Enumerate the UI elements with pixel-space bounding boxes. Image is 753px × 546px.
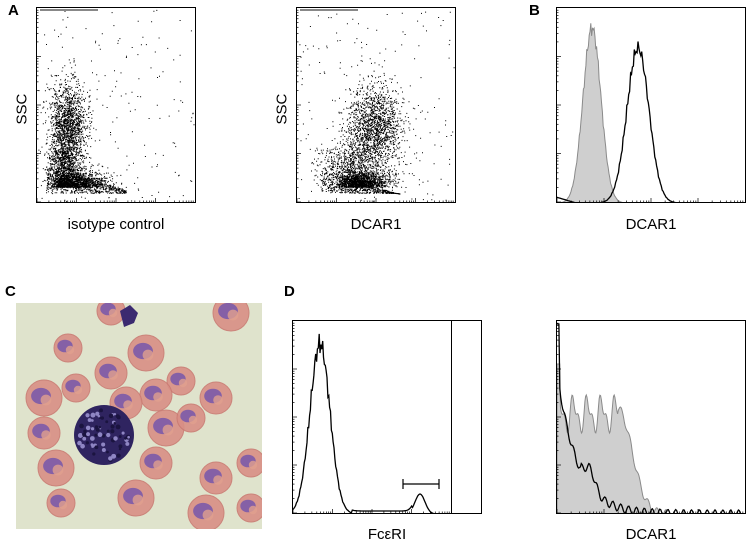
- dotplot-dcar1-y-ticks: [296, 9, 301, 203]
- dotplot-dcar1-frame: [296, 7, 456, 203]
- panel-d-histogram-dcar1: [556, 320, 746, 514]
- panel-a-xlabel-1: isotype control: [67, 216, 165, 233]
- panel-a-ylabel-2: SSC: [273, 93, 291, 125]
- dotplot-dcar1-events: [298, 11, 455, 202]
- panel-a-dotplot-isotype: [36, 7, 196, 203]
- scatter-plot-isotype: [36, 7, 196, 203]
- panel-a-xlabel-2: DCAR1: [350, 216, 402, 233]
- panel-d-xlabel-1: FcεRI: [367, 526, 407, 543]
- panel-c-micrograph: [16, 303, 262, 529]
- histogram-dcar1-d: [556, 320, 746, 514]
- histogram-b-x-ticks: [556, 198, 744, 203]
- scatter-plot-dcar1: [296, 7, 456, 203]
- panel-a-ylabel-1: SSC: [13, 93, 31, 125]
- basophil-cell: [74, 405, 134, 465]
- panel-a-dotplot-dcar1: [296, 7, 456, 203]
- panel-letter-a: A: [8, 2, 19, 19]
- panel-letter-b: B: [529, 2, 540, 19]
- dotplot-isotype-events: [38, 9, 195, 202]
- panel-b-xlabel: DCAR1: [625, 216, 677, 233]
- histogram-b-y-ticks: [556, 9, 561, 203]
- panel-letter-d: D: [284, 283, 295, 300]
- panel-b-histogram: [556, 7, 746, 203]
- dotplot-isotype-y-ticks: [36, 9, 41, 203]
- micrograph-image: [16, 303, 262, 529]
- histogram-d2-x-ticks: [556, 509, 744, 514]
- histogram-dcar1: [556, 7, 746, 203]
- stain-debris: [120, 305, 138, 327]
- dotplot-dcar1-x-ticks: [296, 198, 454, 203]
- histogram-d2-y-ticks: [556, 322, 561, 514]
- histogram-fceri-line: [292, 333, 450, 514]
- histogram-d2-shaded: [556, 363, 667, 514]
- panel-d-xlabel-2: DCAR1: [625, 526, 677, 543]
- histogram-isotype-shaded: [556, 23, 656, 203]
- fceri-positive-gate: [402, 479, 440, 489]
- dotplot-isotype-x-ticks: [36, 198, 194, 203]
- histogram-fceri: [292, 320, 482, 514]
- histogram-d1-frame-wide: [292, 320, 482, 514]
- eosinophil-cells: [25, 303, 262, 529]
- panel-d-histogram-fceri: [292, 320, 482, 514]
- panel-letter-c: C: [5, 283, 16, 300]
